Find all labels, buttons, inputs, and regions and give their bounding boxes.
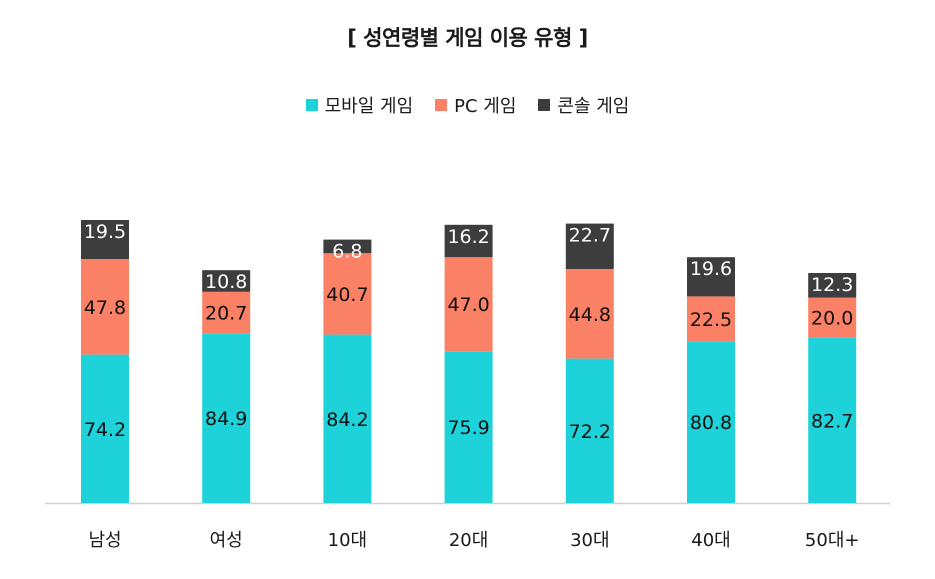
bar-console-0: [81, 220, 129, 259]
bar-console-5: [687, 257, 735, 297]
legend-label-pc: PC 게임: [454, 96, 517, 117]
data-label-mobile-5: 80.8: [690, 412, 732, 434]
bar-pc-0: [81, 259, 129, 355]
bar-console-4: [565, 223, 614, 269]
bar-pc-4: [565, 269, 614, 359]
bar-mobile-6: [808, 337, 857, 503]
x-tick-label-0: 남성: [88, 530, 121, 551]
bar-pc-1: [202, 291, 251, 334]
x-tick-label-4: 30대: [570, 530, 609, 551]
legend-label-console: 콘솔 게임: [557, 96, 630, 117]
data-label-console-2: 6.8: [332, 241, 362, 263]
data-label-console-5: 19.6: [690, 258, 732, 280]
data-label-console-3: 16.2: [447, 226, 489, 248]
chart-title: [ 성연령별 게임 이용 유형 ]: [347, 26, 588, 50]
bar-mobile-1: [202, 333, 251, 503]
x-tick-label-5: 40대: [691, 530, 730, 551]
bar-mobile-3: [444, 351, 493, 503]
data-label-mobile-1: 84.9: [205, 408, 247, 430]
data-label-mobile-0: 74.2: [84, 419, 126, 441]
bar-mobile-5: [687, 341, 735, 503]
bar-pc-5: [687, 296, 735, 342]
bar-pc-2: [323, 253, 372, 335]
x-tick-label-1: 여성: [210, 530, 243, 551]
data-label-console-4: 22.7: [569, 225, 611, 247]
data-label-pc-5: 22.5: [690, 309, 732, 331]
legend-item-mobile: 모바일 게임: [305, 92, 414, 118]
data-label-pc-2: 40.7: [326, 284, 368, 306]
bar-console-6: [808, 273, 857, 298]
legend-label-mobile: 모바일 게임: [324, 96, 414, 117]
x-tick-label-2: 10대: [328, 530, 367, 551]
data-label-pc-4: 44.8: [569, 304, 611, 326]
bar-mobile-2: [323, 334, 372, 503]
bar-mobile-4: [565, 358, 614, 503]
bar-pc-3: [444, 257, 493, 352]
bar-pc-6: [808, 297, 857, 338]
data-label-mobile-6: 82.7: [811, 410, 853, 432]
data-label-pc-1: 20.7: [205, 303, 247, 325]
legend-item-console: 콘솔 게임: [538, 92, 629, 118]
data-label-pc-0: 47.8: [84, 297, 126, 319]
legend-swatch-pc: [435, 99, 448, 111]
data-label-pc-3: 47.0: [447, 294, 489, 316]
data-label-mobile-4: 72.2: [569, 421, 611, 443]
data-label-mobile-3: 75.9: [447, 417, 489, 439]
data-label-console-6: 12.3: [811, 274, 853, 296]
bar-console-2: [323, 239, 372, 254]
bar-mobile-0: [81, 354, 129, 503]
data-label-pc-6: 20.0: [811, 308, 853, 330]
data-label-console-1: 10.8: [205, 271, 247, 293]
legend-item-pc: PC 게임: [435, 92, 516, 118]
data-label-mobile-2: 84.2: [326, 409, 368, 431]
data-label-console-0: 19.5: [84, 221, 126, 243]
x-tick-label-6: 50대+: [805, 530, 860, 551]
legend: 모바일 게임 PC 게임 콘솔 게임: [0, 92, 935, 118]
legend-swatch-mobile: [305, 99, 318, 111]
legend-swatch-console: [538, 99, 551, 111]
bar-console-3: [444, 224, 493, 258]
x-tick-label-3: 20대: [449, 530, 488, 551]
bar-console-1: [202, 270, 251, 292]
